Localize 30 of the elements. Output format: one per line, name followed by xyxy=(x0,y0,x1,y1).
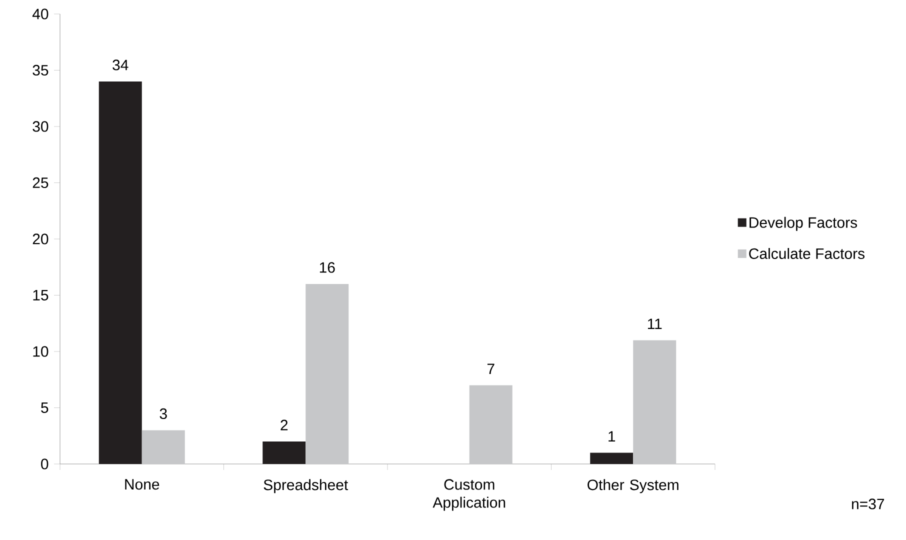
bar xyxy=(590,452,634,464)
data-label: 11 xyxy=(648,318,662,330)
y-tick-label: 10 xyxy=(33,346,48,357)
bar xyxy=(306,284,349,464)
data-label: 34 xyxy=(112,60,128,70)
legend-label: Calculate Factors xyxy=(749,248,865,259)
data-label: 16 xyxy=(320,262,335,273)
y-tick-label: 35 xyxy=(32,64,48,76)
y-tick-label: 5 xyxy=(41,402,48,413)
data-label: 2 xyxy=(280,420,288,430)
y-tick-label: 15 xyxy=(33,290,48,300)
bar xyxy=(633,340,676,464)
data-label: 1 xyxy=(608,431,616,442)
y-tick-label: 0 xyxy=(41,458,48,470)
y-tick-label: 25 xyxy=(32,177,48,188)
y-tick-label: 40 xyxy=(32,8,48,20)
data-label: 3 xyxy=(160,408,167,420)
x-tick-label: Custom Application xyxy=(432,479,506,511)
x-tick-label: Other System xyxy=(588,479,678,494)
x-tick-label: None xyxy=(125,479,160,490)
y-tick-label: 30 xyxy=(32,121,48,132)
text: n=37 xyxy=(852,498,884,510)
y-tick-label: 20 xyxy=(32,234,48,244)
data-label: 7 xyxy=(487,364,494,374)
bar xyxy=(142,430,185,464)
bar xyxy=(469,385,512,464)
bar xyxy=(262,441,306,464)
legend-label: Develop Factors xyxy=(750,216,858,231)
x-tick-label: Spreadsheet xyxy=(264,479,348,494)
bar xyxy=(98,81,142,464)
